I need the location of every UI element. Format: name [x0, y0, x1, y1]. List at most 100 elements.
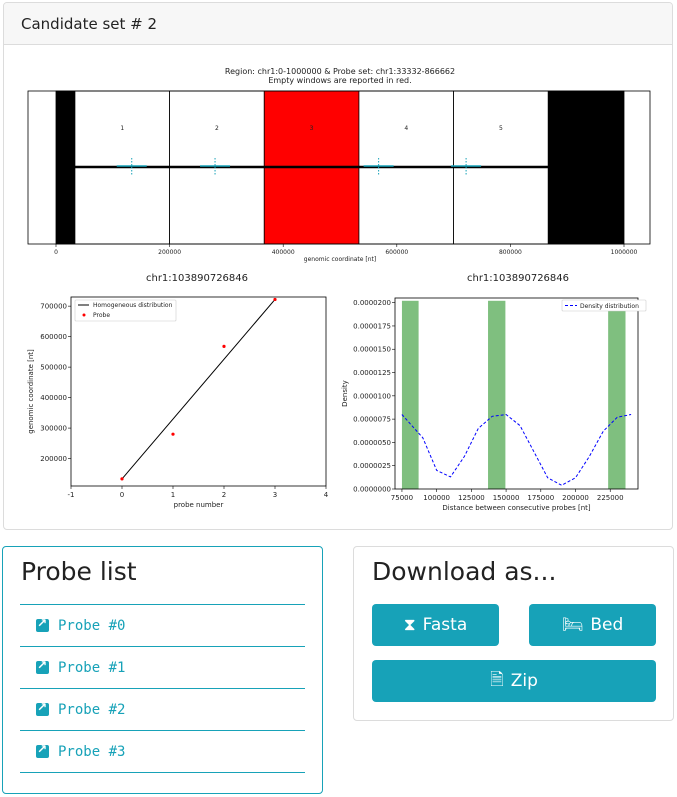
right-caption: chr1:103890726846: [467, 273, 569, 284]
probe-link-1[interactable]: Probe #1: [58, 659, 126, 676]
y-tick-label: 0.0000175: [353, 322, 391, 330]
x-tick-label: 150000: [493, 494, 520, 502]
y-tick-label: 300000: [40, 425, 67, 433]
y-tick-label: 0.0000050: [353, 439, 391, 447]
probe-point: [273, 297, 277, 302]
probe-point: [120, 477, 124, 481]
x-tick-label: 0: [54, 249, 58, 256]
x-tick-label: 200000: [562, 494, 589, 502]
probe-list-card: Probe list Probe #0 Probe #1 Probe #2 Pr…: [2, 546, 323, 794]
density-curve: [401, 413, 632, 486]
file-archive-icon: 🗎: [490, 669, 504, 690]
x-tick-label: 100000: [423, 494, 450, 502]
left-plot-frame: [70, 296, 327, 487]
window-label: 5: [499, 125, 503, 132]
x-tick-label: -1: [68, 491, 75, 499]
top-plot-subtitle: Empty windows are reported in red.: [268, 76, 411, 85]
top-plot-probes: [116, 158, 482, 176]
candidate-set-title: Candidate set # 2: [4, 3, 672, 45]
download-bed-label: Bed: [590, 615, 624, 635]
right-legend: [561, 299, 647, 312]
external-link-icon: [36, 742, 49, 758]
right-plot-bg: [395, 298, 638, 489]
download-heading: Download as...: [372, 557, 557, 586]
legend-probe: Probe: [93, 312, 110, 319]
y-tick-label: 400000: [40, 394, 67, 402]
left-caption: chr1:103890726846: [146, 273, 248, 284]
window-label: 3: [310, 125, 314, 132]
homogeneous-line: [121, 299, 276, 480]
download-fasta-button[interactable]: ⧗ Fasta: [372, 604, 499, 646]
histogram-bar: [401, 300, 419, 489]
x-tick-label: 75000: [391, 494, 413, 502]
window-label: 4: [404, 125, 408, 132]
x-tick-label: 225000: [597, 494, 624, 502]
download-card: Download as... ⧗ Fasta 🛏 Bed 🗎 Zip: [353, 546, 674, 721]
y-tick-label: 200000: [40, 455, 67, 463]
probe-item-1[interactable]: Probe #1: [20, 646, 305, 688]
bed-icon: 🛏: [561, 615, 584, 635]
probe-link-0[interactable]: Probe #0: [58, 617, 126, 634]
window-label: 1: [120, 125, 124, 132]
right-plot-frame: [394, 297, 639, 490]
dna-icon: ⧗: [403, 615, 416, 635]
left-xlabel: probe number: [174, 501, 224, 509]
x-tick-label: 400000: [272, 249, 295, 256]
x-tick-label: 600000: [385, 249, 408, 256]
left-legend: [74, 299, 177, 322]
probe-item-0[interactable]: Probe #0: [20, 604, 305, 646]
y-tick-label: 0.0000100: [353, 392, 391, 400]
download-zip-label: Zip: [510, 671, 538, 691]
x-tick-label: 1: [171, 491, 175, 499]
legend-density: Density distribution: [580, 303, 639, 310]
y-tick-label: 0.0000150: [353, 346, 391, 354]
histogram-bar: [488, 300, 506, 489]
x-tick-label: 4: [324, 491, 329, 499]
download-zip-button[interactable]: 🗎 Zip: [372, 660, 656, 702]
probe-item-3[interactable]: Probe #3: [20, 730, 305, 773]
histogram-bar: [608, 304, 626, 489]
y-tick-label: 700000: [40, 303, 67, 311]
x-tick-label: 800000: [499, 249, 522, 256]
x-tick-label: 0: [120, 491, 124, 499]
y-tick-label: 0.0000200: [353, 299, 391, 307]
right-xlabel: Distance between consecutive probes [nt]: [442, 504, 590, 512]
x-tick-label: 175000: [527, 494, 554, 502]
candidate-set-card: Candidate set # 2 Region: chr1:0-1000000…: [3, 2, 673, 530]
y-tick-label: 500000: [40, 364, 67, 372]
x-tick-label: 1000000: [611, 249, 638, 256]
external-link-icon: [36, 658, 49, 674]
y-tick-label: 0.0000025: [353, 462, 391, 470]
top-plot-window-labels: 1 2 3 4 5: [120, 125, 503, 132]
probe-list: Probe #0 Probe #1 Probe #2 Probe #3: [20, 604, 305, 773]
y-tick-label: 600000: [40, 333, 67, 341]
window-label: 2: [215, 125, 219, 132]
candidate-figure: Region: chr1:0-1000000 & Probe set: chr1…: [27, 67, 651, 512]
probe-link-3[interactable]: Probe #3: [58, 743, 126, 760]
probe-position-chart: -1 0 1 2 3 4 200000 300000 400000 500000 600000 700…: [27, 296, 329, 509]
x-tick-label: 200000: [158, 249, 181, 256]
legend-point-swatch: [82, 313, 86, 317]
external-link-icon: [36, 616, 49, 632]
probe-point: [171, 432, 175, 436]
top-plot-frame: [27, 90, 651, 245]
x-tick-label: 3: [273, 491, 277, 499]
y-tick-label: 0.0000075: [353, 416, 391, 424]
y-tick-label: 0.0000125: [353, 369, 391, 377]
legend-homogeneous: Homogeneous distribution: [93, 302, 173, 309]
distance-density-chart: 75000 100000 125000 150000 175000 200000 22500…: [341, 297, 647, 512]
top-plot-x-ticks: 0 200000 400000 600000 800000 1000000: [54, 244, 638, 256]
top-plot-title: Region: chr1:0-1000000 & Probe set: chr1…: [225, 67, 455, 76]
download-fasta-label: Fasta: [422, 615, 468, 635]
probe-list-heading: Probe list: [21, 557, 137, 586]
y-tick-label: 0.0000000: [353, 486, 391, 494]
probe-link-2[interactable]: Probe #2: [58, 701, 126, 718]
left-ylabel: genomic coordinate [nt]: [27, 349, 35, 434]
x-tick-label: 125000: [458, 494, 485, 502]
external-link-icon: [36, 700, 49, 716]
probe-point: [222, 344, 226, 348]
download-bed-button[interactable]: 🛏 Bed: [529, 604, 656, 646]
probe-item-2[interactable]: Probe #2: [20, 688, 305, 730]
top-plot-xlabel: genomic coordinate [nt]: [304, 256, 376, 263]
x-tick-label: 2: [222, 491, 226, 499]
